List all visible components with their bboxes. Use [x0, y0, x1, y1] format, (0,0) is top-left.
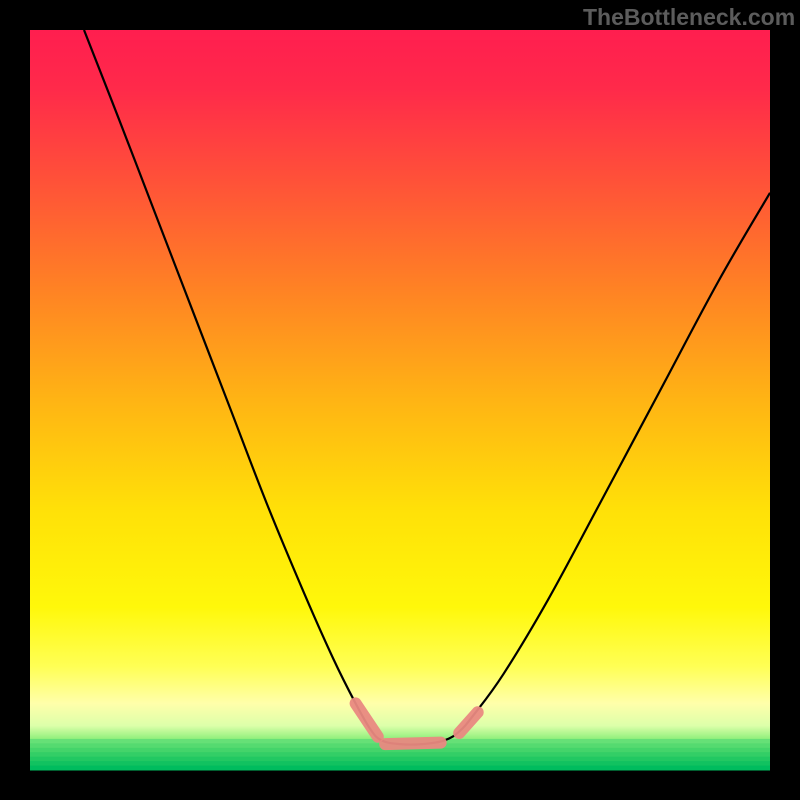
bottom-stripe	[30, 761, 770, 766]
bottom-stripe	[30, 757, 770, 762]
bottom-stripe	[30, 766, 770, 771]
plot-gradient-background	[30, 30, 770, 770]
bottom-stripe	[30, 752, 770, 757]
watermark-text: TheBottleneck.com	[583, 4, 795, 31]
bottleneck-chart	[0, 0, 800, 800]
highlight-segment	[385, 743, 441, 744]
